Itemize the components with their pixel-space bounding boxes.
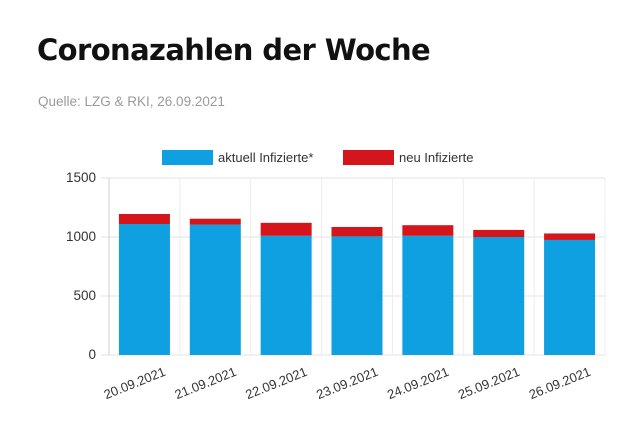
bar-segment-neu (402, 225, 454, 236)
bar-segment-aktuell (189, 224, 241, 355)
bar-segment-neu (189, 218, 241, 225)
x-tick-label: 20.09.2021 (102, 364, 168, 402)
legend-label-neu: neu Infizierte (399, 150, 473, 165)
bar-segment-aktuell (473, 237, 525, 355)
x-tick-label: 23.09.2021 (314, 364, 380, 402)
bar-segment-neu (260, 222, 312, 236)
bar-segment-aktuell (402, 235, 454, 355)
legend: aktuell Infizierte* neu Infizierte (162, 150, 473, 165)
y-tick-label: 500 (73, 288, 96, 303)
chart-title: Coronazahlen der Woche (37, 33, 431, 67)
bar-segment-neu (544, 233, 596, 240)
bar-segment-aktuell (118, 224, 170, 355)
legend-swatch-neu (343, 150, 394, 165)
y-tick-label: 0 (88, 347, 96, 362)
x-tick-label: 21.09.2021 (172, 364, 238, 402)
bar-segment-neu (331, 226, 383, 237)
x-axis-ticks: 20.09.2021 21.09.2021 22.09.2021 23.09.2021… (102, 364, 593, 402)
x-tick-label: 22.09.2021 (243, 364, 309, 402)
chart-source: Quelle: LZG & RKI, 26.09.2021 (38, 94, 225, 109)
y-axis-ticks: 1500 1000 500 0 (66, 170, 96, 362)
x-tick-label: 25.09.2021 (456, 364, 522, 402)
y-tick-label: 1500 (66, 170, 96, 185)
bar-segment-neu (473, 229, 525, 237)
legend-swatch-aktuell (162, 150, 213, 165)
bar-segment-neu (118, 213, 170, 225)
x-tick-label: 24.09.2021 (385, 364, 451, 402)
legend-label-aktuell: aktuell Infizierte* (218, 150, 313, 165)
bars (118, 213, 596, 355)
bar-segment-aktuell (331, 236, 383, 355)
x-tick-label: 26.09.2021 (527, 364, 593, 402)
bar-segment-aktuell (260, 235, 312, 355)
y-tick-label: 1000 (66, 229, 96, 244)
bar-segment-aktuell (544, 239, 596, 355)
